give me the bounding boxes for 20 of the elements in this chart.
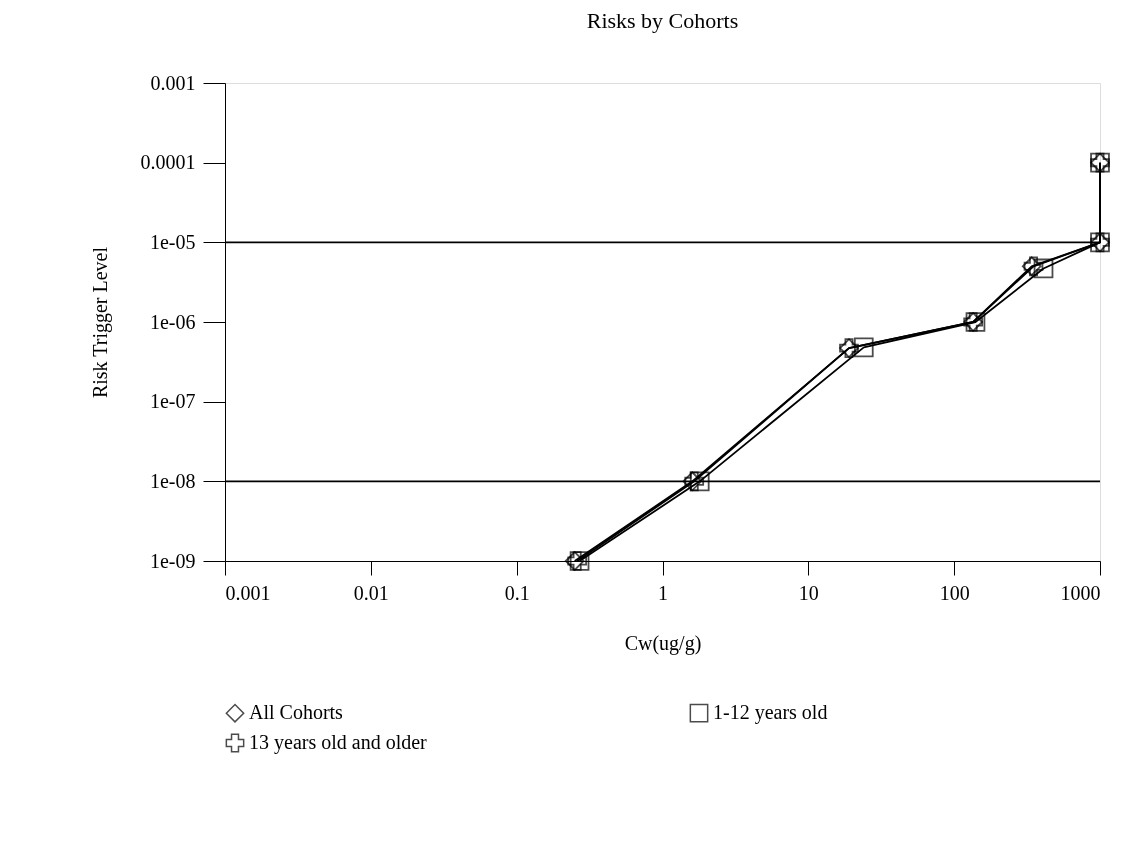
y-tick-label: 0.001 <box>150 71 196 94</box>
chart-title: Risks by Cohorts <box>586 8 739 33</box>
x-tick-label: 0.001 <box>225 581 271 604</box>
y-tick-label: 1e-05 <box>149 230 196 253</box>
x-tick-label: 10 <box>798 581 819 604</box>
y-tick-label: 1e-08 <box>149 469 196 492</box>
y-tick-label: 1e-09 <box>149 549 196 572</box>
x-tick-label: 1 <box>658 581 668 604</box>
x-tick-label: 100 <box>939 581 970 604</box>
x-axis-title: Cw(ug/g) <box>624 631 702 655</box>
y-tick-label: 0.0001 <box>140 151 196 174</box>
legend-label: All Cohorts <box>249 701 344 724</box>
y-tick-label: 1e-07 <box>149 390 196 413</box>
y-tick-label: 1e-06 <box>149 310 196 333</box>
y-axis-title: Risk Trigger Level <box>88 246 112 399</box>
legend-label: 13 years old and older <box>249 731 428 754</box>
x-tick-label: 0.01 <box>353 581 389 604</box>
x-tick-label: 0.1 <box>504 581 530 604</box>
x-tick-label: 1000 <box>1060 581 1101 604</box>
legend-label: 1-12 years old <box>713 701 828 725</box>
